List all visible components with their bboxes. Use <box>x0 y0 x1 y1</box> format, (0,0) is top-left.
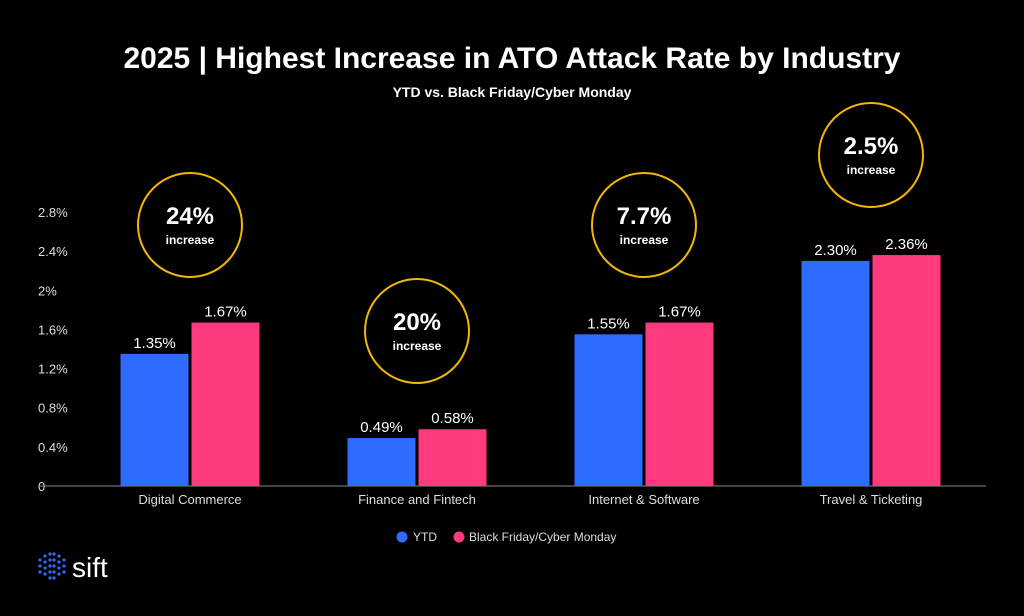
increase-annotation: 7.7% increase <box>591 172 697 278</box>
y-tick-label: 1.6% <box>38 322 68 337</box>
logo-dot <box>52 576 56 580</box>
legend-label-ytd: YTD <box>413 530 437 544</box>
logo-dot <box>43 560 47 564</box>
bar-bfcm <box>418 429 487 486</box>
logo-dot <box>62 570 66 574</box>
logo-dot <box>62 564 66 568</box>
chart-subtitle: YTD vs. Black Friday/Cyber Monday <box>393 84 632 100</box>
bar-value-label: 0.49% <box>360 419 403 436</box>
logo-dot <box>43 572 47 576</box>
logo-dot <box>48 558 52 562</box>
bar-bfcm <box>872 255 941 486</box>
annotation-circle <box>364 278 470 384</box>
x-tick-label: Finance and Fintech <box>358 492 476 507</box>
bar-ytd <box>347 438 416 486</box>
bar-value-label: 1.35% <box>133 335 176 352</box>
chart-title: 2025 | Highest Increase in ATO Attack Ra… <box>124 42 901 75</box>
bar-value-label: 1.67% <box>204 304 247 321</box>
logo-dot <box>38 558 42 562</box>
logo-text: sift <box>72 552 108 583</box>
legend-swatch-ytd <box>396 531 408 543</box>
x-tick-label: Travel & Ticketing <box>820 492 923 507</box>
logo-dot <box>43 554 47 558</box>
annotation-value: 7.7% <box>617 203 672 230</box>
bar-value-label: 1.55% <box>587 315 630 332</box>
y-tick-label: 2.4% <box>38 244 68 259</box>
legend-label-bfcm: Black Friday/Cyber Monday <box>469 530 616 544</box>
annotation-circle <box>818 102 924 208</box>
logo-dot <box>48 576 52 580</box>
logo-dot <box>43 566 47 570</box>
logo-dot <box>52 570 56 574</box>
y-tick-label: 1.2% <box>38 362 68 377</box>
annotation-value: 20% <box>393 309 441 336</box>
bar-value-label: 0.58% <box>431 410 474 427</box>
bar-bfcm <box>191 322 260 486</box>
y-tick-label: 2.8% <box>38 205 68 220</box>
annotation-text: increase <box>620 233 669 247</box>
annotation-text: increase <box>393 339 442 353</box>
legend-swatch-bfcm <box>453 531 465 543</box>
increase-annotation: 2.5% increase <box>818 102 924 208</box>
x-tick-label: Digital Commerce <box>138 492 241 507</box>
y-tick-label: 0.8% <box>38 401 68 416</box>
x-tick-label: Internet & Software <box>588 492 699 507</box>
bar-value-label: 2.36% <box>885 236 928 253</box>
logo-dot <box>48 552 52 556</box>
annotation-circle <box>137 172 243 278</box>
logo-dot <box>57 566 61 570</box>
logo-dot <box>48 564 52 568</box>
logo-dot <box>52 564 56 568</box>
logo-dot <box>52 552 56 556</box>
annotation-value: 24% <box>166 203 214 230</box>
y-tick-label: 2% <box>38 283 57 298</box>
annotation-text: increase <box>166 233 215 247</box>
annotation-circle <box>591 172 697 278</box>
annotation-value: 2.5% <box>844 133 899 160</box>
logo-dot <box>52 558 56 562</box>
bar-ytd <box>574 334 643 486</box>
y-tick-label: 0.4% <box>38 440 68 455</box>
bar-ytd <box>120 353 189 486</box>
annotation-text: increase <box>847 163 896 177</box>
increase-annotation: 24% increase <box>137 172 243 278</box>
sift-logo: sift <box>38 552 108 583</box>
logo-dot <box>62 558 66 562</box>
bar-bfcm <box>645 322 714 486</box>
logo-dot <box>48 570 52 574</box>
logo-dot <box>57 560 61 564</box>
logo-dot <box>57 572 61 576</box>
bar-ytd <box>801 260 870 486</box>
logo-dot <box>38 570 42 574</box>
logo-dot <box>57 554 61 558</box>
logo-dot <box>38 564 42 568</box>
legend: YTD Black Friday/Cyber Monday <box>396 530 616 544</box>
bar-value-label: 1.67% <box>658 304 701 321</box>
sift-logo-dots-icon <box>38 552 66 580</box>
increase-annotation: 20% increase <box>364 278 470 384</box>
bar-value-label: 2.30% <box>814 242 857 259</box>
